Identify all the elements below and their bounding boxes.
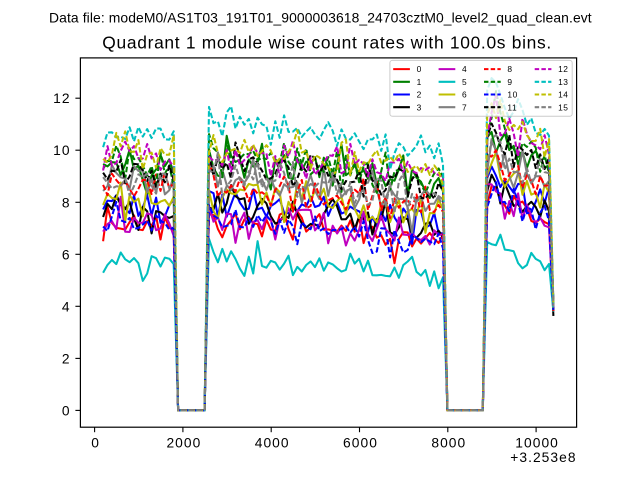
svg-text:2: 2 xyxy=(62,351,71,366)
svg-text:1: 1 xyxy=(417,77,422,87)
svg-text:8000: 8000 xyxy=(431,436,466,451)
svg-text:11: 11 xyxy=(507,102,517,112)
svg-text:5: 5 xyxy=(462,77,467,87)
svg-text:12: 12 xyxy=(558,64,568,74)
svg-text:7: 7 xyxy=(462,102,467,112)
svg-text:14: 14 xyxy=(558,90,568,100)
svg-text:4: 4 xyxy=(462,64,467,74)
svg-text:6000: 6000 xyxy=(343,436,378,451)
svg-text:13: 13 xyxy=(558,77,568,87)
svg-text:15: 15 xyxy=(558,102,568,112)
svg-text:2000: 2000 xyxy=(166,436,201,451)
svg-text:0: 0 xyxy=(417,64,422,74)
svg-text:10: 10 xyxy=(507,90,517,100)
svg-text:6: 6 xyxy=(462,90,467,100)
svg-text:10: 10 xyxy=(53,143,70,158)
svg-text:9: 9 xyxy=(507,77,512,87)
svg-text:12: 12 xyxy=(53,91,70,106)
svg-text:10000: 10000 xyxy=(515,436,559,451)
svg-text:+3.253e8: +3.253e8 xyxy=(510,450,576,465)
svg-text:2: 2 xyxy=(417,90,422,100)
svg-text:4000: 4000 xyxy=(255,436,290,451)
svg-text:0: 0 xyxy=(91,436,100,451)
svg-text:3: 3 xyxy=(417,102,422,112)
svg-text:0: 0 xyxy=(62,403,71,418)
svg-text:6: 6 xyxy=(62,247,71,262)
svg-text:8: 8 xyxy=(507,64,512,74)
svg-text:4: 4 xyxy=(62,299,71,314)
svg-text:Quadrant 1 module wise count r: Quadrant 1 module wise count rates with … xyxy=(102,33,552,53)
svg-text:Data file: modeM0/AS1T03_191T0: Data file: modeM0/AS1T03_191T01_90000036… xyxy=(49,9,592,25)
svg-text:8: 8 xyxy=(62,195,71,210)
